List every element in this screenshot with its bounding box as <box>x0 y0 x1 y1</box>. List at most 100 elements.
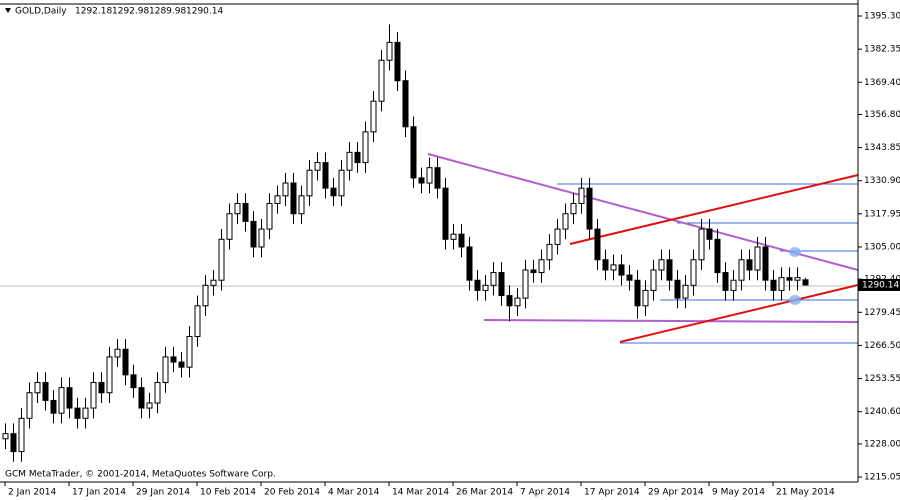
bull-body <box>730 279 737 291</box>
bear-body <box>66 387 73 409</box>
bull-body <box>258 228 265 248</box>
bull-body <box>218 238 225 281</box>
x-tick-label: 10 Feb 2014 <box>200 488 256 498</box>
bull-body <box>2 433 9 440</box>
y-tick-label: 1369.40 <box>864 78 900 88</box>
bull-body <box>578 187 585 204</box>
bear-body <box>706 228 713 240</box>
trend-line <box>427 153 859 271</box>
bear-body <box>442 187 449 240</box>
bull-body <box>82 407 89 419</box>
bull-body <box>522 269 529 299</box>
bull-body <box>450 233 457 240</box>
bear-body <box>394 41 401 82</box>
bear-body <box>290 182 297 215</box>
bear-body <box>418 177 425 184</box>
bear-body <box>506 295 513 307</box>
x-tick-label: 14 Mar 2014 <box>392 488 449 498</box>
bull-body <box>610 264 617 271</box>
x-tick-label: 4 Mar 2014 <box>328 488 380 498</box>
bull-body <box>642 289 649 307</box>
bull-body <box>490 272 497 286</box>
symbol: GOLD,Daily <box>15 7 67 17</box>
bull-body <box>202 284 209 307</box>
bull-body <box>226 213 233 240</box>
y-tick-label: 1343.85 <box>864 143 900 153</box>
bull-body <box>386 41 393 61</box>
bull-body <box>314 162 321 171</box>
bull-body <box>698 228 705 261</box>
bull-body <box>538 259 545 274</box>
bear-body <box>722 272 729 291</box>
bull-body <box>650 269 657 291</box>
bear-body <box>10 433 17 453</box>
bear-body <box>458 233 465 248</box>
marker <box>789 247 801 257</box>
bull-body <box>306 169 313 197</box>
bull-body <box>154 382 161 404</box>
bear-body <box>498 272 505 297</box>
marker <box>789 295 801 305</box>
bear-body <box>666 259 673 281</box>
bull-body <box>482 284 489 291</box>
bear-body <box>322 162 329 189</box>
bull-body <box>514 297 521 307</box>
bear-body <box>802 279 809 286</box>
bear-body <box>762 246 769 281</box>
bull-body <box>266 202 273 230</box>
bear-body <box>714 238 721 274</box>
x-tick-label: 17 Jan 2014 <box>72 488 126 498</box>
bear-body <box>170 356 177 363</box>
bear-body <box>250 220 257 248</box>
bear-body <box>354 151 361 164</box>
current-price-box <box>858 278 900 291</box>
bull-body <box>794 277 801 281</box>
bear-body <box>634 279 641 307</box>
bull-body <box>338 169 345 197</box>
bull-body <box>114 348 121 358</box>
y-tick-label: 1382.35 <box>864 45 900 55</box>
bear-body <box>330 187 337 197</box>
bear-body <box>42 382 49 401</box>
bear-body <box>130 374 137 389</box>
bull-body <box>234 202 241 215</box>
y-tick-label: 1356.80 <box>864 110 900 120</box>
bull-body <box>162 356 169 384</box>
bear-body <box>98 382 105 394</box>
x-tick-label: 2 Jan 2014 <box>8 488 56 498</box>
bear-body <box>674 279 681 299</box>
y-tick-label: 1317.95 <box>864 209 900 219</box>
bull-body <box>370 100 377 133</box>
bear-body <box>474 279 481 291</box>
trend-line <box>619 284 859 343</box>
bull-body <box>274 195 281 204</box>
menu-icon[interactable] <box>5 8 11 13</box>
y-tick-label: 1253.55 <box>864 374 900 384</box>
bull-body <box>346 151 353 171</box>
x-tick-label: 29 Jan 2014 <box>136 488 190 498</box>
bear-body <box>786 277 793 281</box>
bull-body <box>210 279 217 286</box>
bull-body <box>554 228 561 245</box>
x-tick-label: 21 May 2014 <box>776 488 835 498</box>
bull-body <box>298 195 305 215</box>
bull-body <box>682 284 689 299</box>
header-open: 1292.18 <box>75 7 112 17</box>
bull-body <box>282 182 289 197</box>
bull-body <box>58 387 65 414</box>
bear-body <box>410 126 417 179</box>
y-tick-label: 1330.90 <box>864 176 900 186</box>
x-tick-label: 20 Feb 2014 <box>264 488 320 498</box>
bear-body <box>746 259 753 271</box>
bear-body <box>530 269 537 274</box>
bear-body <box>618 264 625 276</box>
bull-body <box>26 392 33 419</box>
header-high: 1292.98 <box>112 7 149 17</box>
bull-body <box>106 356 113 394</box>
y-tick-label: 1266.50 <box>864 341 900 351</box>
bull-body <box>34 382 41 394</box>
bull-body <box>546 243 553 261</box>
bear-body <box>586 187 593 230</box>
x-tick-label: 26 Mar 2014 <box>456 488 513 498</box>
